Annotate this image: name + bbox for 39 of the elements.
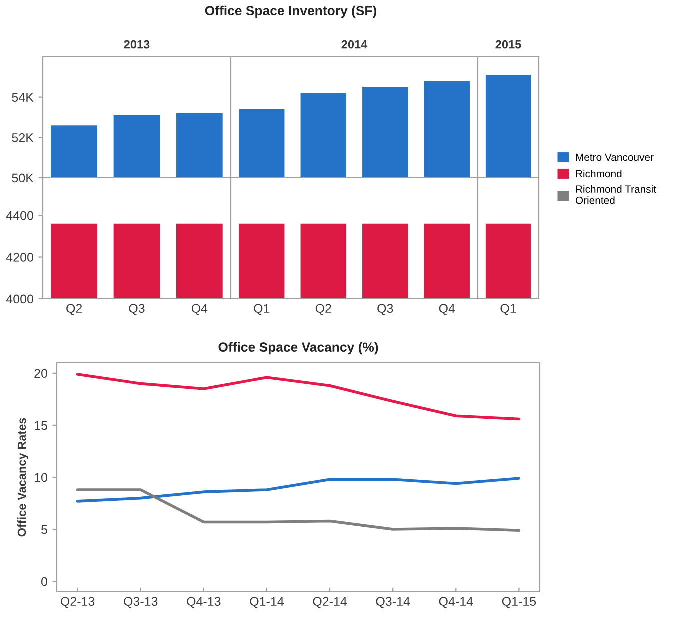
y-tick-label: 10: [35, 473, 48, 482]
chart-subtitle: 2014: [342, 40, 368, 49]
chart-subtitle: 2013: [124, 40, 150, 49]
x-tick-label: Q4: [192, 304, 208, 316]
x-tick-label: Q1-15: [502, 597, 536, 608]
y-axis-title: Office Vacancy Rates: [18, 418, 29, 537]
x-tick-label: Q3-13: [124, 597, 158, 608]
line-series: [76, 488, 521, 532]
x-tick-label: Q1: [254, 304, 270, 316]
y-tick-label: 15: [35, 421, 48, 430]
x-tick-label: Q1-14: [250, 597, 284, 608]
legend-label: Metro Vancouver: [576, 154, 654, 162]
line-series: [76, 477, 521, 503]
y-tick-label: 20: [34, 369, 48, 378]
x-tick-label: Q4-14: [439, 597, 474, 608]
x-tick-label: Q2-13: [61, 597, 95, 608]
legend-label: Richmond Transit Oriented: [576, 185, 656, 204]
y-tick-label: 5: [42, 525, 48, 534]
y-tick-label: 4400: [6, 211, 34, 220]
y-tick-label: 54K: [12, 93, 34, 102]
y-tick-label: 4200: [6, 253, 34, 262]
y-tick-label: 0: [42, 577, 48, 586]
y-tick-label: 52K: [12, 133, 34, 142]
x-tick-label: Q3-14: [376, 597, 410, 608]
x-tick-label: Q2: [316, 304, 332, 316]
x-tick-label: Q3: [129, 304, 145, 316]
x-tick-label: Q2: [66, 304, 82, 316]
legend-label: Richmond: [576, 170, 622, 178]
y-tick-label: 4000: [6, 294, 34, 304]
x-tick-label: Q4-13: [187, 597, 221, 608]
x-tick-label: Q4: [439, 304, 456, 316]
x-tick-label: Q1: [500, 304, 516, 316]
x-tick-label: Q3: [378, 304, 394, 316]
chart-subtitle: 2015: [496, 40, 522, 49]
chart-title: Office Space Vacancy (%): [218, 342, 378, 355]
line-series: [76, 373, 521, 421]
y-tick-label: 50K: [12, 174, 34, 183]
x-tick-label: Q2-14: [313, 597, 348, 608]
text: Office Space Inventory (SF): [205, 6, 376, 18]
